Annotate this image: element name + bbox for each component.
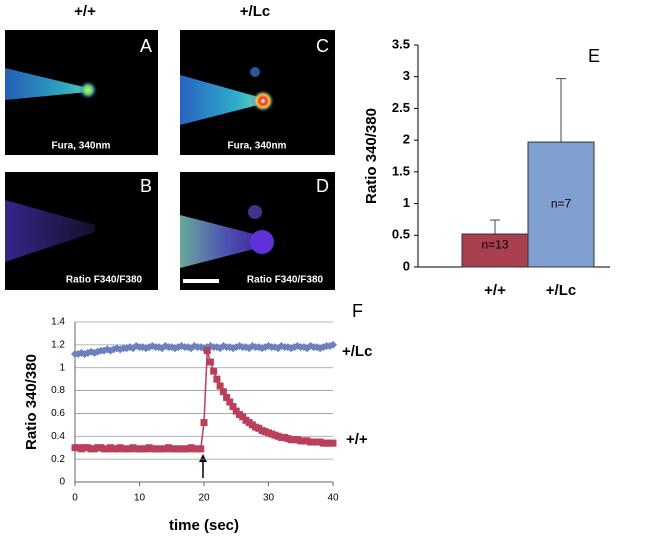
micrograph-d (180, 172, 335, 290)
x-tick-label: 10 (134, 493, 146, 504)
panel-letter: F (352, 301, 363, 321)
bar (527, 141, 595, 268)
y-tick-label: 2.5 (392, 100, 410, 115)
x-tick-label: 0 (72, 493, 78, 504)
y-tick-label: 0 (403, 258, 410, 273)
point (229, 403, 237, 411)
y-tick-label: 3.5 (392, 36, 410, 51)
x-tick-label: +/+ (484, 282, 506, 299)
point (206, 358, 214, 366)
x-tick-label: +/Lc (546, 282, 576, 299)
y-tick-label: 0.2 (51, 454, 65, 465)
point (329, 340, 337, 349)
y-tick-label: 1.2 (51, 339, 65, 350)
micrograph-b (5, 172, 158, 290)
bar (461, 233, 529, 268)
panel-caption: Fura, 340nm (52, 141, 111, 152)
point (219, 388, 227, 396)
y-tick-label: 1 (403, 195, 410, 210)
point (200, 419, 208, 427)
panel-letter: A (140, 36, 152, 56)
y-tick-label: 1.5 (392, 163, 410, 178)
x-tick-label: 30 (263, 493, 275, 504)
bar-label: n=7 (551, 197, 572, 211)
series-label: +/+ (346, 431, 368, 448)
micrograph-c (180, 30, 335, 155)
micrograph-a (5, 30, 158, 155)
x-axis-label: time (sec) (169, 517, 239, 534)
panel-letter: B (140, 176, 152, 196)
y-tick-label: 0.4 (51, 431, 65, 442)
panel-letter: C (316, 36, 329, 56)
panel-letter: D (316, 176, 329, 196)
stimulus-arrowhead (199, 454, 207, 462)
column-label: +/+ (74, 3, 96, 20)
y-tick-label: 3 (403, 68, 410, 83)
panel-caption: Ratio F340/F380 (66, 275, 143, 286)
y-tick-label: 0.6 (51, 408, 65, 419)
y-tick-label: 0.8 (51, 385, 65, 396)
panel-letter: E (588, 46, 600, 66)
series-line (75, 350, 333, 450)
panel-caption: Ratio F340/F380 (247, 275, 324, 286)
y-tick-label: 0 (59, 477, 65, 488)
panel-caption: Fura, 340nm (228, 141, 287, 152)
y-tick-label: 1.4 (51, 317, 65, 328)
column-label: +/Lc (240, 3, 270, 20)
bar-label: n=13 (481, 237, 508, 251)
point (329, 439, 337, 447)
point (223, 393, 231, 401)
y-tick-label: 0.5 (392, 227, 410, 242)
point (203, 347, 211, 355)
series-label: +/Lc (342, 343, 372, 360)
point (213, 375, 221, 383)
point (226, 398, 234, 406)
point (216, 382, 224, 390)
point (197, 445, 205, 453)
y-tick-label: 1 (59, 362, 65, 373)
point (122, 344, 131, 353)
y-tick-label: 2 (403, 132, 410, 147)
y-axis-label: Ratio 340/380 (363, 108, 380, 204)
point (210, 367, 218, 375)
y-axis-label: Ratio 340/380 (23, 354, 40, 450)
x-tick-label: 40 (327, 493, 339, 504)
x-tick-label: 20 (198, 493, 210, 504)
